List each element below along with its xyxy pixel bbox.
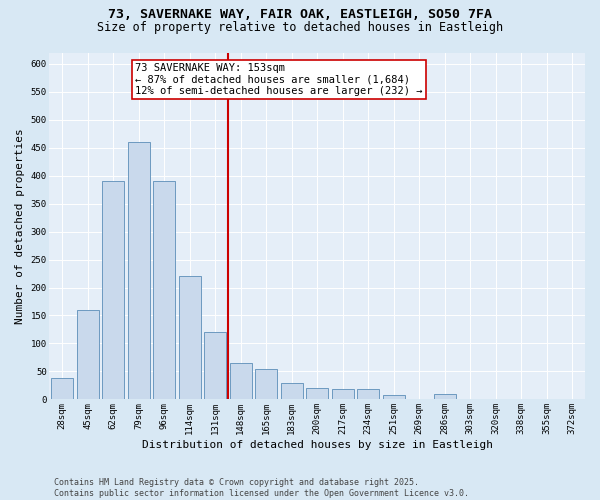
Bar xyxy=(103,181,124,400)
Bar xyxy=(77,310,98,400)
Bar xyxy=(383,395,404,400)
Bar xyxy=(332,390,353,400)
Bar xyxy=(128,142,149,400)
Bar xyxy=(230,363,251,400)
Text: 73, SAVERNAKE WAY, FAIR OAK, EASTLEIGH, SO50 7FA: 73, SAVERNAKE WAY, FAIR OAK, EASTLEIGH, … xyxy=(108,8,492,20)
Bar xyxy=(434,394,455,400)
Bar xyxy=(307,388,328,400)
Bar xyxy=(205,332,226,400)
Bar xyxy=(154,181,175,400)
Text: Contains HM Land Registry data © Crown copyright and database right 2025.
Contai: Contains HM Land Registry data © Crown c… xyxy=(54,478,469,498)
Bar xyxy=(281,382,302,400)
Bar xyxy=(256,368,277,400)
Bar xyxy=(179,276,200,400)
Bar xyxy=(358,390,379,400)
Y-axis label: Number of detached properties: Number of detached properties xyxy=(15,128,25,324)
Text: Size of property relative to detached houses in Eastleigh: Size of property relative to detached ho… xyxy=(97,21,503,34)
Text: 73 SAVERNAKE WAY: 153sqm
← 87% of detached houses are smaller (1,684)
12% of sem: 73 SAVERNAKE WAY: 153sqm ← 87% of detach… xyxy=(135,63,422,96)
X-axis label: Distribution of detached houses by size in Eastleigh: Distribution of detached houses by size … xyxy=(142,440,493,450)
Bar xyxy=(52,378,73,400)
